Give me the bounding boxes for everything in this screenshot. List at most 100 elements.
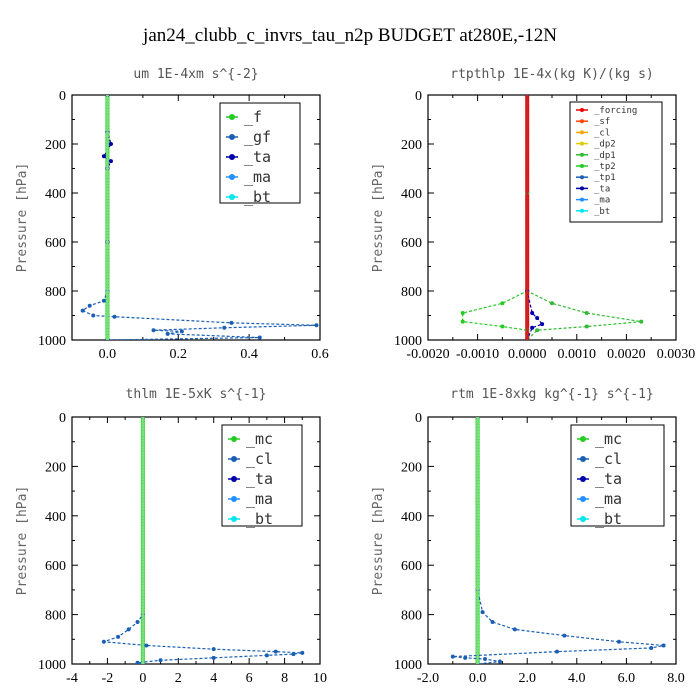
- series-point-f: [105, 310, 110, 315]
- legend-marker: [580, 175, 584, 180]
- series-point-mc: [476, 652, 480, 656]
- series-point-mc: [476, 513, 480, 517]
- series-point-forcing: [525, 196, 529, 200]
- series-point-forcing: [525, 155, 529, 159]
- series-point-dp1: [584, 311, 589, 316]
- series-point-mc: [476, 453, 480, 458]
- series-point-forcing: [525, 266, 529, 271]
- series-point-mc: [476, 510, 480, 514]
- series-point-mc: [141, 563, 145, 567]
- series-point-f: [105, 131, 110, 135]
- series-point-f: [105, 316, 110, 321]
- series-point-mc: [141, 619, 145, 624]
- legend-label: _mc: [246, 430, 273, 448]
- legend-label: _cl: [594, 128, 610, 138]
- series-point-mc: [476, 421, 480, 425]
- y-tick-label: 1000: [38, 334, 66, 349]
- series-point-f: [105, 219, 110, 224]
- legend-marker: [231, 456, 237, 462]
- legend-label: _ta: [246, 470, 273, 488]
- series-point-mc: [476, 483, 480, 487]
- series-point-f: [105, 296, 110, 300]
- series-point-f: [105, 255, 110, 259]
- series-point-mc: [476, 566, 480, 570]
- x-tick-label: -2.0: [417, 671, 439, 686]
- series-point-forcing: [525, 158, 529, 162]
- series-point-mc: [476, 590, 480, 594]
- y-tick-label: 1000: [38, 658, 66, 673]
- series-point-mc: [141, 560, 145, 564]
- series-point-mc: [141, 578, 145, 582]
- series-point-mc: [476, 536, 480, 541]
- series-group: [80, 95, 319, 340]
- y-tick-label: 600: [45, 559, 66, 574]
- series-line-tp2: [462, 95, 528, 340]
- series-point-mc: [141, 652, 145, 656]
- series-point-cl: [490, 620, 495, 625]
- series-point-mc: [141, 468, 145, 472]
- series-point-forcing: [525, 102, 529, 106]
- y-tick-label: 0: [59, 89, 66, 104]
- series-point-f: [105, 125, 110, 129]
- series-point-mc: [141, 625, 145, 630]
- series-point-mc: [476, 649, 480, 653]
- series-point-mc: [141, 516, 145, 520]
- series-point-mc: [476, 539, 480, 544]
- series-point-mc: [476, 433, 480, 437]
- y-axis-label: Pressure [hPa]: [371, 163, 386, 273]
- series-point-mc: [476, 522, 480, 526]
- series-point-mc: [141, 433, 145, 437]
- series-group: [101, 417, 305, 664]
- series-point-forcing: [525, 243, 529, 247]
- series-point-mc: [476, 572, 480, 576]
- series-point-f: [105, 260, 110, 265]
- series-point-mc: [141, 587, 145, 591]
- series-point-mc: [476, 584, 480, 588]
- series-point-forcing: [525, 334, 529, 338]
- y-tick-label: 200: [45, 460, 66, 475]
- series-point-mc: [141, 661, 145, 664]
- series-point-f: [105, 184, 110, 188]
- series-line-gf: [81, 95, 317, 340]
- series-line-ta: [526, 95, 544, 340]
- series-point-mc: [476, 501, 480, 505]
- series-point-gf: [87, 303, 92, 308]
- series-point-mc: [141, 658, 145, 662]
- series-point-ta: [530, 325, 535, 330]
- series-point-mc: [476, 492, 480, 496]
- series-point-cl: [135, 620, 140, 625]
- series-point-forcing: [525, 166, 529, 171]
- y-axis-label: Pressure [hPa]: [15, 163, 30, 273]
- series-point-forcing: [525, 216, 529, 221]
- series-point-mc: [141, 628, 145, 633]
- series-point-mc: [476, 516, 480, 520]
- legend-label: _cl: [595, 450, 622, 468]
- legend-marker: [231, 436, 237, 442]
- series-point-forcing: [525, 105, 529, 109]
- series-point-mc: [141, 474, 145, 478]
- series-point-forcing: [525, 281, 529, 285]
- series-point-f: [105, 149, 110, 153]
- legend-marker: [580, 130, 584, 135]
- series-point-mc: [476, 495, 480, 499]
- series-point-f: [105, 187, 110, 191]
- y-tick-label: 400: [45, 510, 66, 525]
- series-point-mc: [141, 643, 145, 647]
- series-point-mc: [476, 542, 480, 547]
- series-point-forcing: [525, 193, 529, 197]
- series-point-mc: [141, 655, 145, 659]
- series-point-forcing: [525, 143, 529, 147]
- series-point-mc: [141, 536, 145, 541]
- series-point-forcing: [525, 128, 529, 132]
- series-point-mc: [476, 622, 480, 627]
- legend-marker: [580, 436, 586, 442]
- series-point-f: [105, 228, 110, 232]
- series-point-forcing: [525, 331, 529, 335]
- series-point-mc: [141, 593, 145, 597]
- series-point-f: [105, 334, 110, 338]
- y-tick-label: 600: [45, 236, 66, 251]
- series-point-mc: [476, 605, 480, 609]
- series-point-forcing: [525, 95, 529, 97]
- series-point-mc: [476, 525, 480, 529]
- series-point-forcing: [525, 113, 529, 118]
